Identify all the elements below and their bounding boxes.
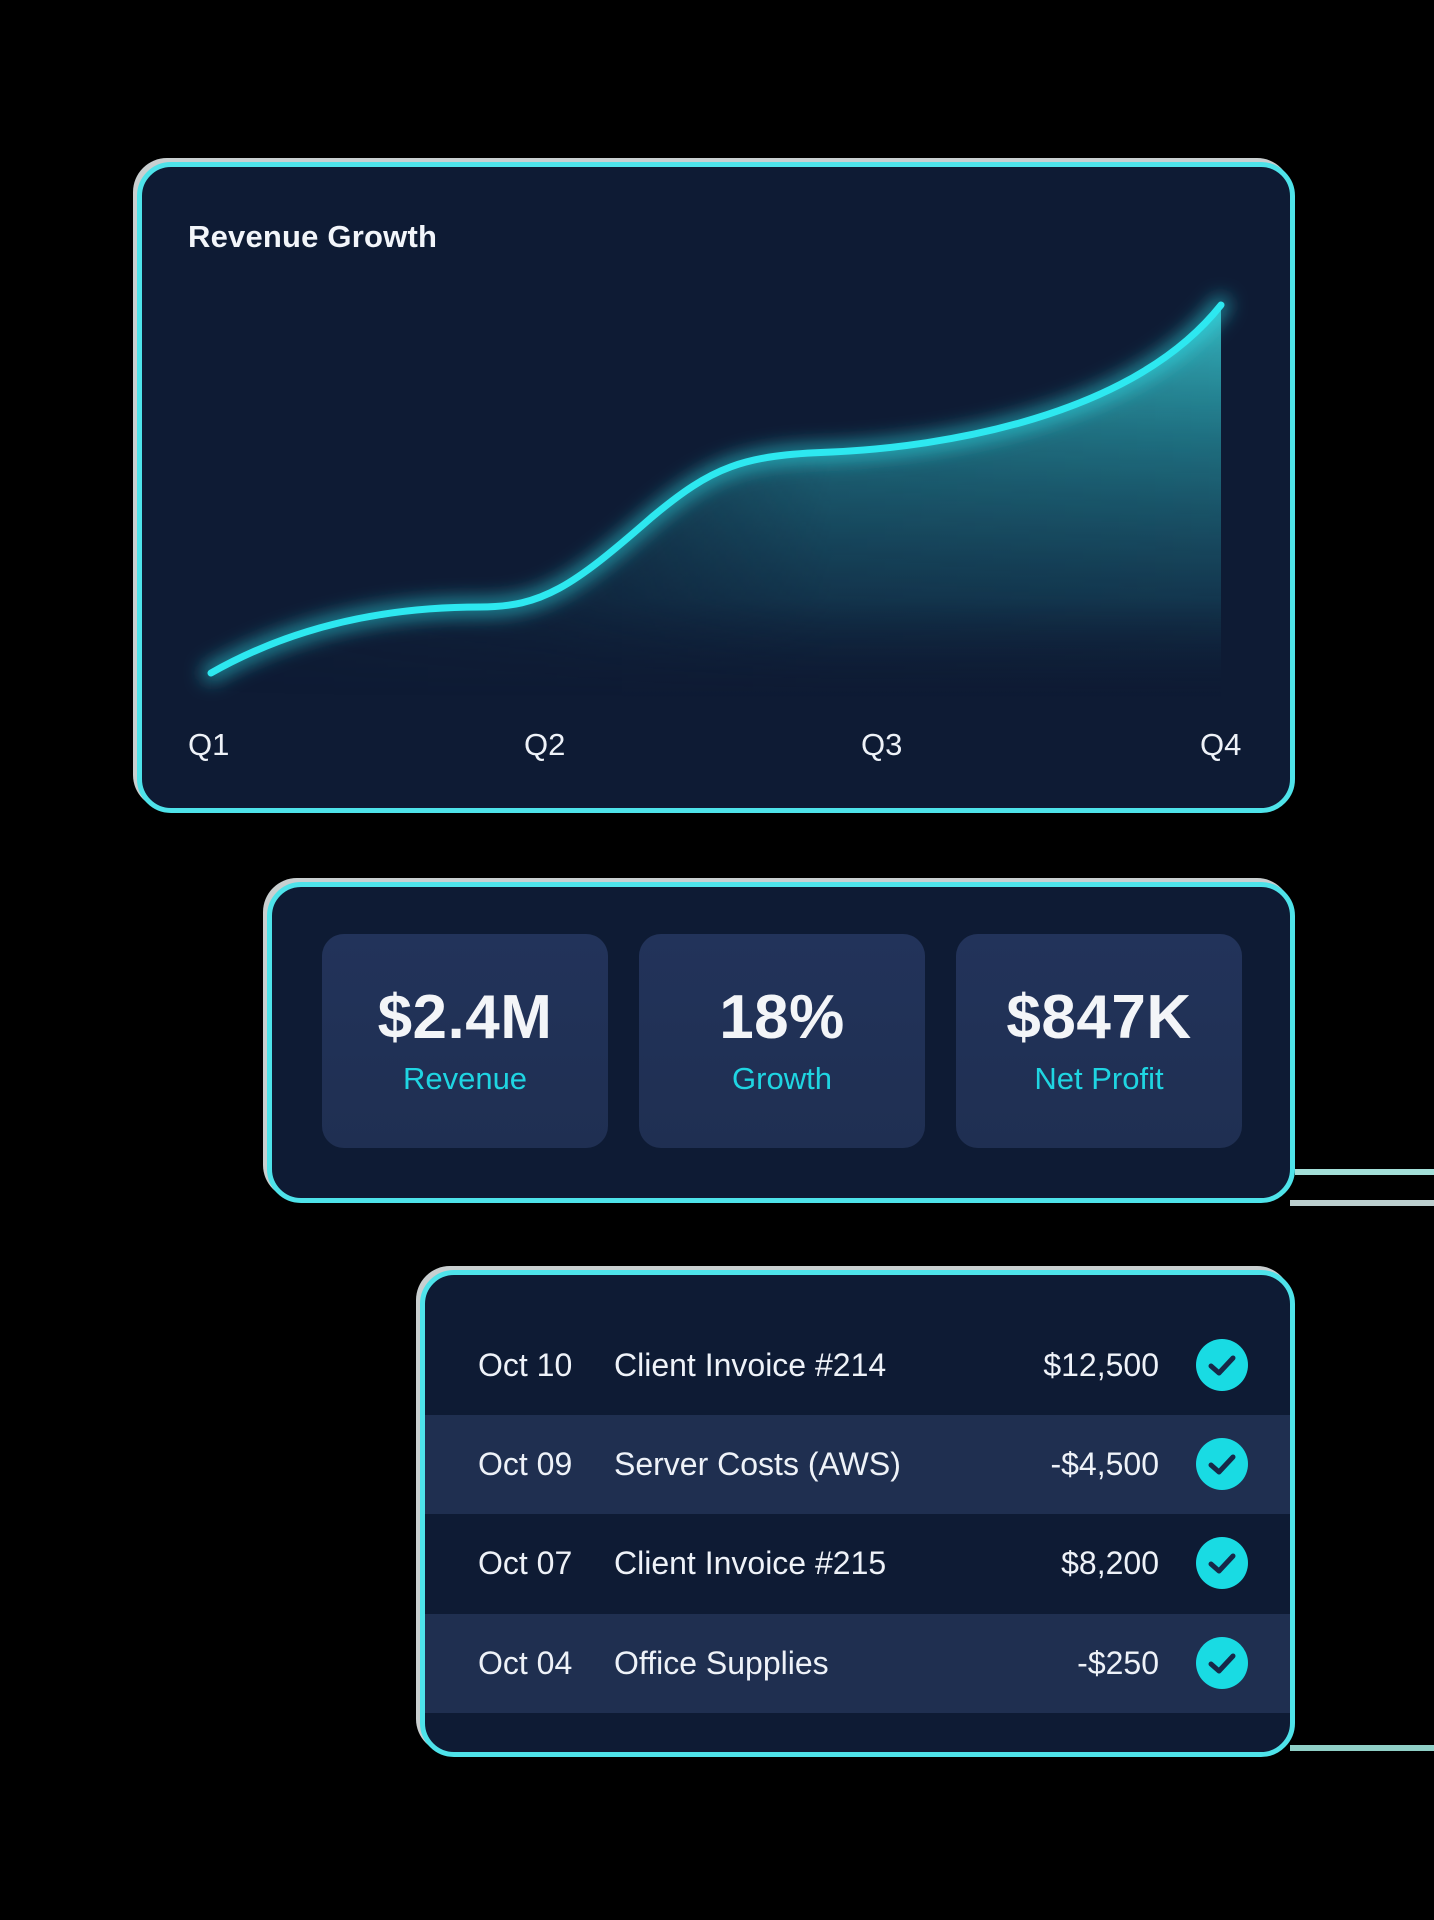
stat-revenue: $2.4M Revenue [322,934,608,1148]
check-icon [1196,1637,1248,1689]
stat-net-profit: $847K Net Profit [956,934,1242,1148]
x-tick-q1: Q1 [188,727,230,762]
stat-label: Revenue [402,1061,528,1096]
stat-label: Growth [732,1061,832,1096]
stats-card: $2.4M Revenue 18% Growth $847K Net Profi… [267,882,1295,1203]
transaction-description: Client Invoice #214 [614,1347,887,1383]
x-tick-q4: Q4 [1200,727,1242,762]
stat-growth: 18% Growth [639,934,925,1148]
stat-value: $2.4M [377,983,553,1052]
stat-label: Net Profit [1034,1061,1164,1096]
revenue-line-chart [202,296,1230,697]
transaction-row[interactable]: Oct 04 Office Supplies -$250 [425,1614,1290,1713]
transaction-date: Oct 09 [478,1446,573,1482]
transaction-amount: $8,200 [1061,1545,1159,1581]
revenue-line [207,301,1225,677]
transaction-description: Server Costs (AWS) [614,1446,901,1482]
transaction-description: Office Supplies [614,1645,829,1681]
check-icon [1196,1339,1248,1391]
x-tick-q2: Q2 [524,727,566,762]
stat-value: 18% [719,983,845,1052]
transaction-row[interactable]: Oct 10 Client Invoice #214 $12,500 [425,1316,1290,1415]
chart-title: Revenue Growth [188,219,438,254]
transaction-date: Oct 04 [478,1645,573,1681]
decorative-edge-line [1290,1745,1434,1751]
transaction-description: Client Invoice #215 [614,1545,887,1581]
x-tick-q3: Q3 [861,727,903,762]
transactions-card: Oct 10 Client Invoice #214 $12,500 Oct 0… [420,1270,1295,1757]
check-icon [1196,1438,1248,1490]
check-icon [1196,1537,1248,1589]
transaction-date: Oct 07 [478,1545,573,1581]
decorative-edge-line [1290,1200,1434,1206]
transaction-row[interactable]: Oct 07 Client Invoice #215 $8,200 [425,1514,1290,1613]
transaction-date: Oct 10 [478,1347,573,1383]
transaction-amount: $12,500 [1043,1347,1159,1383]
transaction-row[interactable]: Oct 09 Server Costs (AWS) -$4,500 [425,1415,1290,1514]
revenue-chart-card: Revenue Growth [137,162,1295,813]
transaction-amount: -$250 [1077,1645,1159,1681]
decorative-edge-line [1295,1169,1434,1175]
area-fill [211,305,1221,697]
stat-value: $847K [1006,983,1192,1052]
transaction-amount: -$4,500 [1050,1446,1159,1482]
